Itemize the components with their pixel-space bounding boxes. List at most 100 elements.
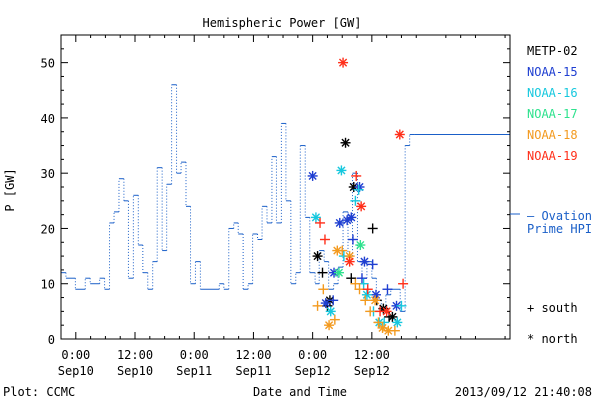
south-point-noaa-19 xyxy=(362,284,373,295)
marker-stroke xyxy=(378,323,387,333)
south-point-noaa-18 xyxy=(318,284,329,295)
y-tick-label: 20 xyxy=(41,222,55,236)
legend-noaa-17: NOAA-17 xyxy=(527,107,578,121)
marker-stroke xyxy=(335,218,344,228)
ovation-legend-line1: — Ovation Prime HPI xyxy=(527,209,600,223)
south-point-noaa-16 xyxy=(353,184,364,195)
north-point-noaa-19 xyxy=(338,57,349,68)
marker-stroke xyxy=(395,130,404,139)
north-point-noaa-15 xyxy=(307,170,318,181)
marker-stroke xyxy=(356,240,365,250)
marker-stroke xyxy=(313,251,322,261)
x-tick-time: 0:00 xyxy=(180,348,209,362)
north-point-noaa-18 xyxy=(370,295,381,306)
y-tick-label: 10 xyxy=(41,278,55,292)
north-point-noaa-19 xyxy=(381,306,392,317)
south-marker-key: + south xyxy=(527,301,578,315)
north-point-noaa-16 xyxy=(325,306,336,317)
marker-stroke xyxy=(345,257,354,266)
marker-stroke xyxy=(384,326,393,335)
plot-frame xyxy=(60,34,511,340)
north-point-noaa-19 xyxy=(356,201,367,212)
north-point-metp-02 xyxy=(340,137,351,148)
south-point-metp-02 xyxy=(367,223,378,234)
marker-stroke xyxy=(360,257,369,266)
north-point-noaa-16 xyxy=(336,165,347,176)
ovation-prime-hpi-line xyxy=(61,84,510,312)
south-point-noaa-16 xyxy=(396,300,407,311)
south-point-noaa-15 xyxy=(382,284,393,295)
south-point-noaa-19 xyxy=(319,234,330,245)
south-point-noaa-15 xyxy=(347,234,358,245)
south-point-noaa-18 xyxy=(365,306,376,317)
south-point-noaa-19 xyxy=(351,170,362,181)
y-tick-label: 40 xyxy=(41,112,55,126)
x-tick-time: 12:00 xyxy=(117,348,153,362)
x-tick-date: Sep12 xyxy=(295,364,331,378)
marker-stroke xyxy=(371,290,381,299)
marker-stroke xyxy=(347,213,356,222)
marker-stroke xyxy=(311,213,321,222)
footer-timestamp: 2013/09/12 21:40:08 xyxy=(455,385,592,399)
x-axis-label: Date and Time xyxy=(253,385,347,399)
legend-noaa-16: NOAA-16 xyxy=(527,86,578,100)
south-point-noaa-18 xyxy=(350,278,361,289)
legend-noaa-19: NOAA-19 xyxy=(527,149,578,163)
x-tick-date: Sep10 xyxy=(117,364,153,378)
north-point-noaa-15 xyxy=(354,182,365,192)
marker-stroke xyxy=(371,296,380,305)
north-marker-key: * north xyxy=(527,332,578,346)
footer-plot-credit: Plot: CCMC xyxy=(3,385,75,399)
north-point-metp-02 xyxy=(312,251,323,262)
axis-ticks: 0 10 20 30 40 50 0:00 Sep10 12:00 Sep10 0:00 Sep11 1… xyxy=(41,34,510,378)
x-tick-date: Sep12 xyxy=(354,364,390,378)
x-tick-time: 12:00 xyxy=(235,348,271,362)
north-point-noaa-19 xyxy=(394,129,405,140)
south-point-metp-02 xyxy=(317,267,328,278)
x-tick-time: 0:00 xyxy=(61,348,90,362)
y-tick-label: 30 xyxy=(41,167,55,181)
legend-noaa-18: NOAA-18 xyxy=(527,128,578,142)
south-point-noaa-19 xyxy=(398,278,409,289)
north-point-noaa-19 xyxy=(344,256,355,267)
satellite-points xyxy=(307,57,409,336)
north-point-noaa-15 xyxy=(359,256,370,267)
y-tick-label: 50 xyxy=(41,57,55,71)
north-point-noaa-18 xyxy=(324,320,335,331)
south-point-noaa-15 xyxy=(328,295,339,306)
south-point-noaa-18 xyxy=(337,245,348,256)
south-point-noaa-18 xyxy=(329,314,340,325)
north-point-noaa-17 xyxy=(333,267,344,278)
south-point-noaa-18 xyxy=(389,325,400,336)
south-point-noaa-18 xyxy=(360,295,371,306)
marker-stroke xyxy=(357,202,366,211)
south-point-noaa-18 xyxy=(312,300,323,311)
south-point-noaa-15 xyxy=(356,273,367,284)
south-point-noaa-19 xyxy=(315,217,326,228)
south-point-noaa-18 xyxy=(373,317,384,328)
marker-stroke xyxy=(341,138,350,147)
north-point-noaa-16 xyxy=(310,212,321,223)
marker-stroke xyxy=(321,298,330,308)
south-point-noaa-19 xyxy=(375,306,386,317)
marker-stroke xyxy=(362,290,372,299)
north-point-noaa-17 xyxy=(355,240,366,251)
chart-title: Hemispheric Power [GW] xyxy=(203,16,362,30)
south-point-metp-02 xyxy=(346,273,357,284)
x-tick-date: Sep11 xyxy=(235,364,271,378)
x-tick-time: 12:00 xyxy=(354,348,390,362)
marker-stroke xyxy=(324,321,334,330)
legend-noaa-15: NOAA-15 xyxy=(527,65,578,79)
marker-stroke xyxy=(337,166,346,175)
x-tick-date: Sep10 xyxy=(58,364,94,378)
north-point-noaa-15 xyxy=(320,298,331,309)
south-point-noaa-16 xyxy=(350,195,361,206)
north-point-noaa-15 xyxy=(346,212,357,223)
legend: METP-02 NOAA-15 NOAA-16 NOAA-17 NOAA-18 NOAA-… xyxy=(510,44,578,215)
x-tick-date: Sep11 xyxy=(176,364,212,378)
y-tick-label: 0 xyxy=(48,333,55,347)
north-point-noaa-16 xyxy=(361,289,372,300)
legend-metp-02: METP-02 xyxy=(527,44,578,58)
north-point-noaa-16 xyxy=(392,317,403,328)
